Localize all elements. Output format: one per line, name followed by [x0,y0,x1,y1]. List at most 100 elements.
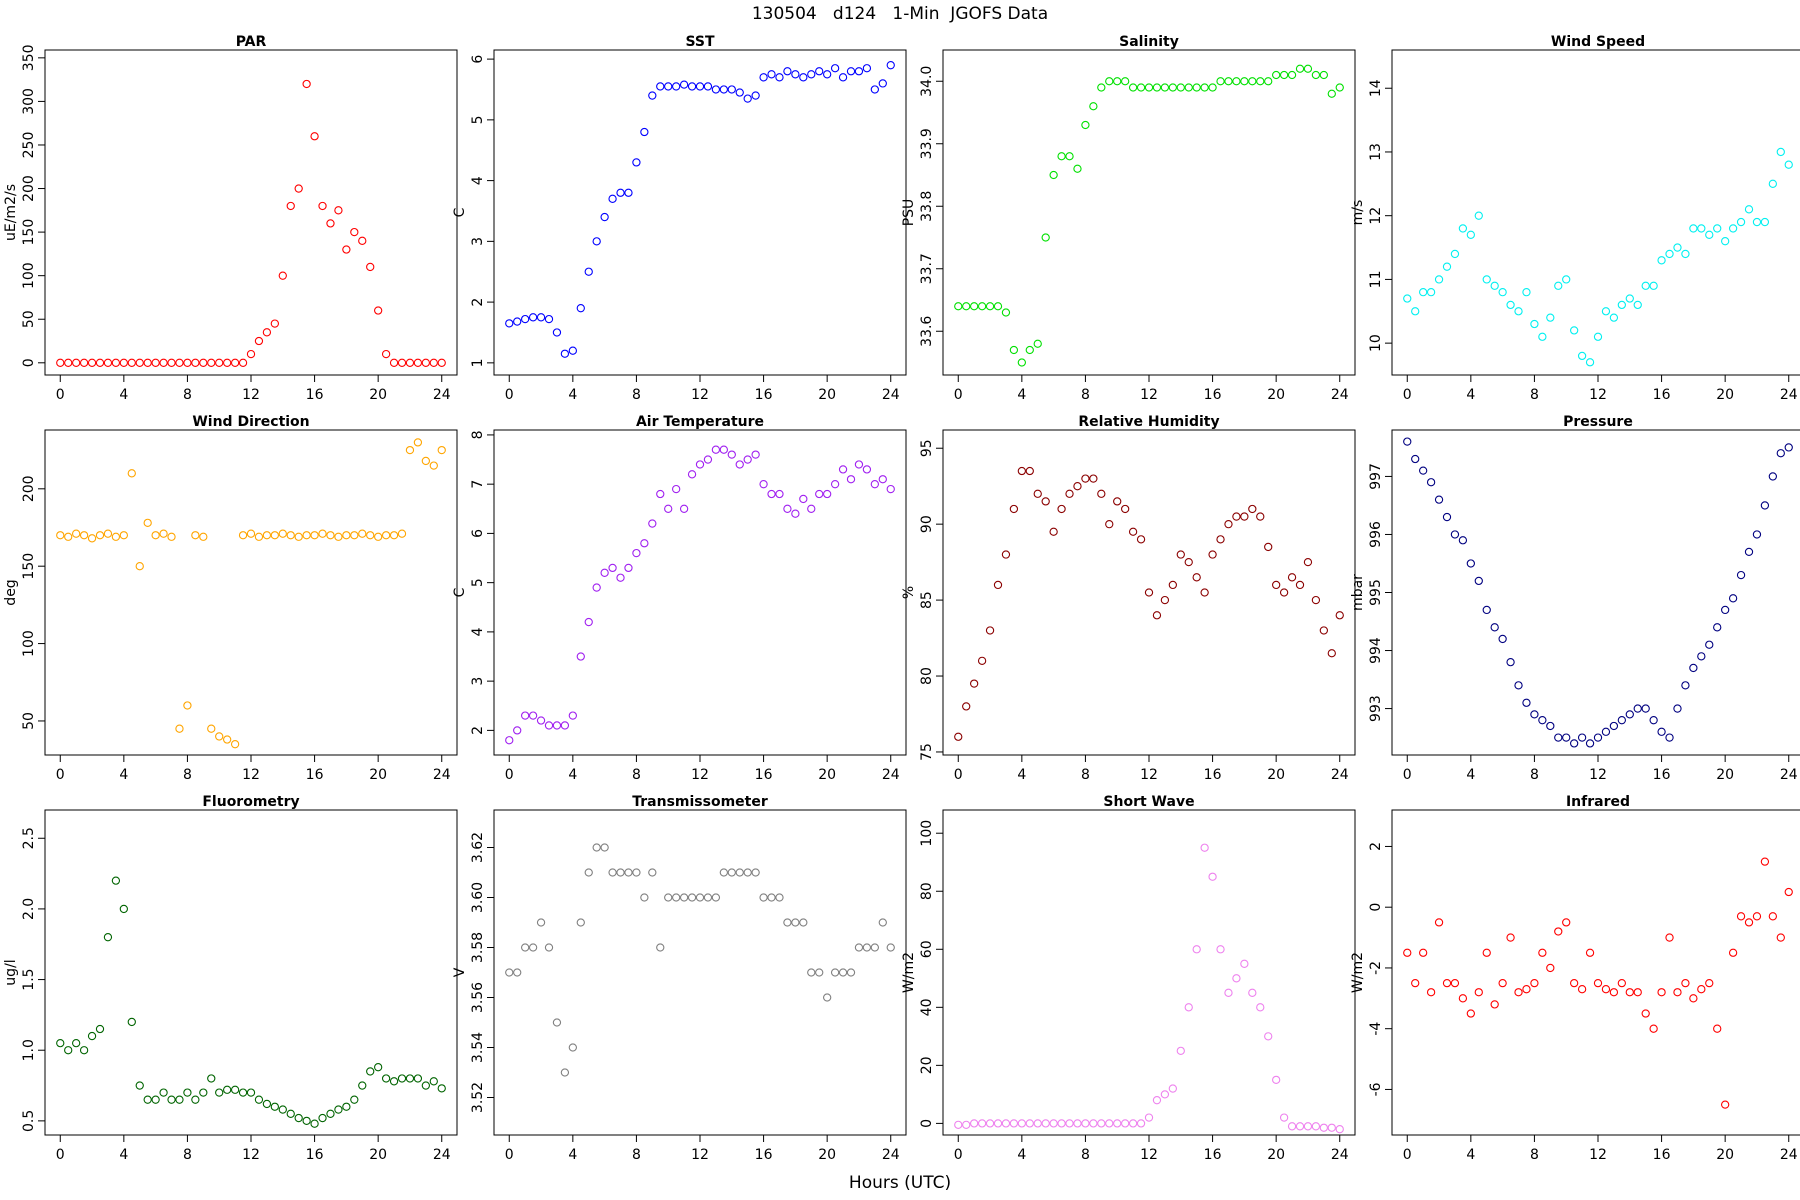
point [528,711,538,720]
y-tick-label: 997 [1368,463,1384,490]
x-tick-label: 12 [1589,767,1607,783]
y-axis-label: W/m2 [1350,952,1366,993]
point [846,968,856,977]
point [830,480,840,489]
point [815,968,824,977]
y-axis-label: ug/l [3,959,19,985]
point [103,933,113,942]
point [270,1102,279,1111]
point [1736,912,1746,921]
point [119,358,128,367]
point [791,70,800,79]
point [1554,927,1563,936]
y-axis-label: m/s [1350,200,1366,226]
y-tick-label: 2 [470,298,486,307]
point [1073,482,1082,491]
y-tick-label: 6 [470,529,486,538]
point [326,219,335,228]
point [223,1085,232,1094]
point [429,1077,438,1086]
point [703,82,713,91]
y-tick-label: 40 [919,998,935,1016]
point [1216,77,1225,86]
y-tick-label: 1.5 [21,968,37,990]
point [318,201,327,211]
point [1248,504,1257,514]
point [1736,570,1746,580]
point [183,358,192,367]
point [993,580,1003,590]
point [64,1046,73,1055]
y-tick-label: 2.5 [21,827,37,849]
point [664,893,673,902]
point [175,1095,184,1104]
point [1168,580,1177,590]
point [1601,985,1611,994]
point [846,475,856,484]
point [87,534,97,543]
point [1585,948,1595,957]
point [167,1095,176,1104]
y-tick-label: 2.0 [21,898,37,920]
point [711,85,721,94]
y-tick-label: 8 [470,430,486,439]
point [1041,233,1050,242]
point [1697,985,1706,994]
point [1609,721,1619,731]
point [1450,249,1460,259]
point [1466,559,1475,568]
point [1546,963,1555,973]
x-tick-label: 16 [306,767,324,783]
point [342,245,351,254]
point [672,893,681,902]
point [1554,733,1563,742]
point [1411,978,1420,988]
point [799,918,808,927]
x-tick-label: 8 [632,387,641,403]
point [374,1063,383,1072]
point [576,304,585,313]
point [215,732,224,741]
point [624,188,633,197]
point [278,1105,287,1114]
point [1208,872,1217,881]
point [294,532,303,541]
point [954,732,963,741]
point [246,349,256,359]
point [791,918,800,927]
y-tick-label: 3.56 [470,982,486,1013]
x-tick-label: 16 [1653,767,1671,783]
point [536,918,546,927]
point [151,531,160,540]
point [886,484,895,494]
point [1728,224,1738,233]
point [1272,70,1281,80]
point [1498,634,1507,644]
point [1295,580,1305,590]
point [878,918,887,927]
point [1506,933,1515,942]
point [286,1109,295,1118]
x-tick-label: 0 [505,767,514,783]
point [64,532,73,541]
point [1017,466,1026,476]
point [1776,933,1785,942]
point [1113,77,1122,86]
point [1136,1119,1146,1128]
point [1176,550,1185,559]
point [334,1105,343,1114]
point [838,465,848,474]
point [1279,1113,1289,1122]
point [1744,547,1754,557]
point [72,1039,81,1048]
y-tick-label: 80 [919,882,935,900]
point [1311,595,1321,605]
point [1689,224,1698,233]
point [1768,179,1777,188]
point [405,1074,415,1083]
point [1311,70,1321,80]
y-tick-label: 150 [21,553,37,580]
point [119,531,128,540]
y-axis-label: uE/m2/s [3,184,19,241]
